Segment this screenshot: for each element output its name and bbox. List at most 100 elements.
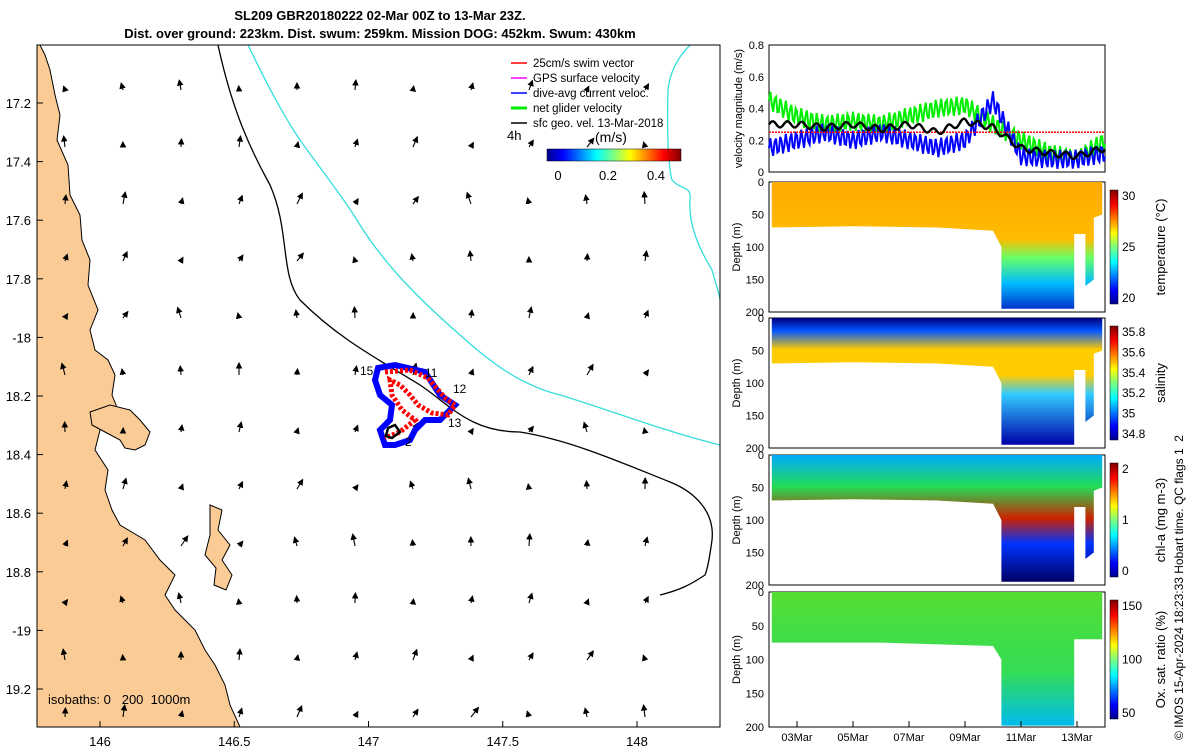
y-tick-label: 0 bbox=[758, 587, 764, 599]
velocity-arrow bbox=[352, 138, 359, 148]
y-tick-label: 0.6 bbox=[749, 72, 764, 84]
velocity-arrow bbox=[121, 310, 129, 319]
y-tick-label: 0.8 bbox=[749, 40, 764, 52]
colorbar-label: temperature (°C) bbox=[1153, 199, 1168, 296]
velocity-arrow bbox=[296, 478, 304, 490]
y-tick-label: 0.4 bbox=[749, 104, 764, 116]
velocity-arrow bbox=[121, 537, 128, 547]
chart-title: SL209 GBR20180222 02-Mar 00Z to 13-Mar 2… bbox=[234, 8, 526, 23]
velocity-arrow bbox=[352, 424, 359, 433]
velocity-arrow bbox=[352, 256, 359, 264]
y-tick-label: 150 bbox=[746, 548, 764, 560]
x-tick-label: 146 bbox=[89, 734, 111, 749]
velocity-arrow bbox=[237, 194, 244, 205]
velocity-arrow bbox=[525, 710, 533, 718]
velocity-arrow bbox=[121, 250, 128, 262]
velocity-arrow bbox=[641, 190, 648, 205]
velocity-arrow bbox=[352, 651, 359, 661]
y-tick-label: 18.4 bbox=[6, 448, 31, 463]
velocity-arrow bbox=[237, 254, 244, 262]
time-step-label: 4h bbox=[507, 128, 521, 143]
velocity-arrow bbox=[468, 82, 475, 91]
panel-1: 0 50 100 150 200 Depth (m) 30 25 20 temperature (… bbox=[731, 177, 1168, 319]
velocity-arrow bbox=[61, 312, 69, 321]
y-tick-label: 200 bbox=[746, 443, 764, 455]
chart-subtitle: Dist. over ground: 223km. Dist. swum: 25… bbox=[124, 26, 636, 41]
velocity-arrow bbox=[352, 78, 359, 91]
x-tick-label: 147.5 bbox=[486, 734, 519, 749]
copyright-text: © IMOS 15-Apr-2024 18:23:33 Hobart time.… bbox=[1172, 435, 1186, 740]
velocity-arrow bbox=[411, 648, 418, 661]
colorbar-tick: 50 bbox=[1122, 706, 1136, 720]
velocity-arrow bbox=[62, 85, 69, 93]
y-tick-label: 17.8 bbox=[6, 272, 31, 287]
time-tick-label: 13Mar bbox=[1061, 732, 1093, 744]
y-axis-label: Depth (m) bbox=[731, 496, 743, 545]
velocity-arrow bbox=[642, 536, 650, 547]
x-tick-label: 146.5 bbox=[218, 734, 251, 749]
velocity-arrow bbox=[62, 539, 69, 547]
time-tick-label: 11Mar bbox=[1006, 732, 1037, 744]
y-tick-label: 0 bbox=[758, 177, 764, 189]
velocity-arrow bbox=[177, 197, 185, 205]
colorbar-label: chl-a (mg m-3) bbox=[1153, 478, 1168, 563]
track-label: 11 bbox=[425, 366, 438, 380]
velocity-arrow bbox=[61, 598, 69, 607]
velocity-arrow bbox=[409, 538, 417, 547]
time-tick-label: 07Mar bbox=[893, 732, 925, 744]
velocity-arrow bbox=[527, 425, 534, 433]
velocity-arrow bbox=[352, 710, 359, 719]
colorbar bbox=[1109, 462, 1119, 578]
velocity-arrow bbox=[526, 532, 533, 547]
velocity-arrow bbox=[352, 484, 359, 492]
section-field bbox=[771, 455, 1103, 582]
y-tick-label: 100 bbox=[746, 655, 764, 667]
surface-velocity-vectors bbox=[60, 78, 650, 719]
velocity-arrow bbox=[409, 480, 416, 490]
colorbar-tick: 35.6 bbox=[1122, 345, 1146, 359]
colorbar-tick: 2 bbox=[1122, 462, 1129, 476]
y-axis-label: Depth (m) bbox=[731, 223, 743, 272]
section-field bbox=[771, 318, 1103, 445]
velocity-arrow bbox=[177, 483, 184, 491]
y-tick-label: 50 bbox=[752, 621, 764, 633]
velocity-arrow bbox=[119, 82, 126, 91]
velocity-arrow bbox=[293, 367, 301, 376]
velocity-arrow bbox=[352, 365, 359, 376]
y-tick-label: 19.2 bbox=[6, 682, 31, 697]
velocity-arrow bbox=[525, 197, 533, 205]
velocity-arrow bbox=[642, 369, 650, 377]
colorbar-tick: 150 bbox=[1122, 599, 1142, 613]
y-tick-label: 200 bbox=[746, 307, 764, 319]
y-axis-label: Depth (m) bbox=[731, 359, 743, 408]
velocity-arrow bbox=[465, 191, 473, 205]
velocity-arrow bbox=[582, 421, 589, 433]
velocity-arrow bbox=[177, 710, 185, 718]
y-tick-label: 100 bbox=[746, 378, 764, 390]
velocity-arrow bbox=[642, 82, 650, 91]
velocity-arrow bbox=[527, 592, 534, 604]
velocity-arrow bbox=[351, 305, 359, 319]
velocity-arrow bbox=[527, 652, 534, 661]
series-swim-speed bbox=[768, 117, 1106, 161]
velocity-arrow bbox=[121, 191, 128, 205]
velocity-arrow bbox=[62, 193, 69, 205]
y-tick-label: 0 bbox=[758, 450, 764, 462]
velocity-arrow bbox=[468, 595, 475, 604]
y-tick-label: 17.6 bbox=[6, 213, 31, 228]
colorbar-tick: 30 bbox=[1122, 189, 1136, 203]
velocity-arrow bbox=[583, 598, 590, 606]
velocity-arrow bbox=[235, 312, 243, 320]
colorbar-tick: 0.4 bbox=[647, 168, 665, 183]
velocity-arrow bbox=[62, 480, 69, 490]
velocity-arrow bbox=[62, 253, 69, 262]
velocity-arrow bbox=[467, 141, 474, 149]
velocity-arrow bbox=[468, 368, 475, 376]
velocity-arrow bbox=[583, 538, 591, 547]
colorbar-tick: 1 bbox=[1122, 513, 1129, 527]
velocity-arrow bbox=[176, 306, 183, 319]
colorbar bbox=[1109, 189, 1119, 305]
velocity-arrow bbox=[467, 427, 474, 436]
velocity-arrow bbox=[60, 362, 67, 376]
